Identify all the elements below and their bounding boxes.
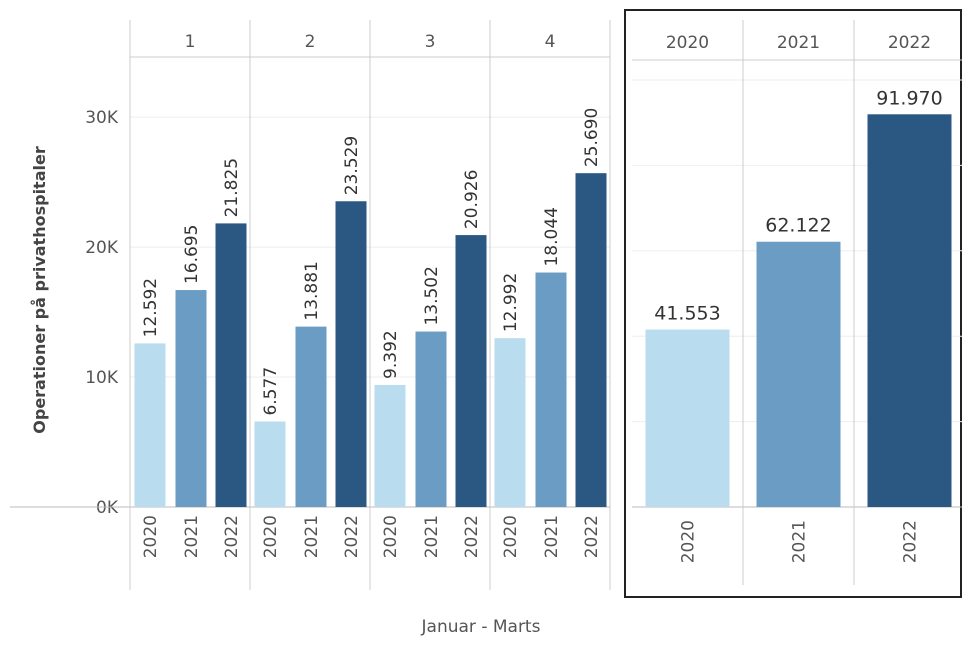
panel-border — [624, 9, 962, 598]
value-label: 13.502 — [422, 266, 442, 325]
x-tick-label: 2021 — [182, 515, 202, 558]
bar — [374, 384, 406, 507]
y-tick-label: 0K — [96, 498, 119, 518]
y-tick-label: 10K — [85, 368, 119, 388]
x-tick-label: 2020 — [381, 515, 401, 558]
value-label: 16.695 — [182, 225, 202, 284]
bar — [215, 223, 247, 507]
y-tick-label: 30K — [85, 108, 119, 128]
value-label: 12.592 — [141, 278, 161, 337]
bar — [175, 290, 207, 507]
x-tick-label: 2020 — [141, 515, 161, 558]
x-axis-title: Januar - Marts — [421, 617, 541, 637]
value-label: 25.690 — [582, 108, 602, 167]
bar — [455, 235, 487, 507]
y-axis-title: Operationer på privathospitaler — [30, 146, 49, 434]
group-header: 2 — [305, 32, 316, 52]
group-header: 4 — [545, 32, 556, 52]
value-label: 18.044 — [542, 207, 562, 266]
group-header: 1 — [185, 32, 196, 52]
x-tick-label: 2020 — [679, 520, 699, 563]
x-tick-label: 2022 — [901, 520, 921, 563]
value-label: 9.392 — [381, 330, 401, 379]
bar — [535, 272, 567, 507]
x-tick-label: 2021 — [790, 520, 810, 563]
x-tick-label: 2020 — [501, 515, 521, 558]
bar — [134, 343, 166, 507]
value-label: 6.577 — [261, 367, 281, 416]
bar — [867, 114, 952, 508]
bar — [295, 326, 327, 507]
value-label: 91.970 — [876, 87, 942, 109]
bar — [415, 331, 447, 507]
x-tick-label: 2021 — [302, 515, 322, 558]
column-header: 2020 — [666, 33, 709, 53]
bar — [335, 201, 367, 507]
group-header: 3 — [425, 32, 436, 52]
bar — [645, 329, 730, 507]
value-label: 62.122 — [765, 215, 831, 237]
value-label: 13.881 — [302, 261, 322, 320]
bar — [494, 338, 526, 507]
x-tick-label: 2021 — [542, 515, 562, 558]
x-tick-label: 2020 — [261, 515, 281, 558]
value-label: 41.553 — [654, 303, 720, 325]
value-label: 20.926 — [462, 170, 482, 229]
value-label: 23.529 — [342, 136, 362, 195]
x-tick-label: 2022 — [342, 515, 362, 558]
bar — [756, 241, 841, 507]
bar — [575, 173, 607, 507]
x-tick-label: 2022 — [582, 515, 602, 558]
y-tick-label: 20K — [85, 238, 119, 258]
column-header: 2021 — [777, 33, 820, 53]
value-label: 21.825 — [222, 158, 242, 217]
x-tick-label: 2021 — [422, 515, 442, 558]
column-header: 2022 — [888, 33, 931, 53]
x-tick-label: 2022 — [222, 515, 242, 558]
x-tick-label: 2022 — [462, 515, 482, 558]
value-label: 12.992 — [501, 273, 521, 332]
bar — [254, 421, 286, 507]
